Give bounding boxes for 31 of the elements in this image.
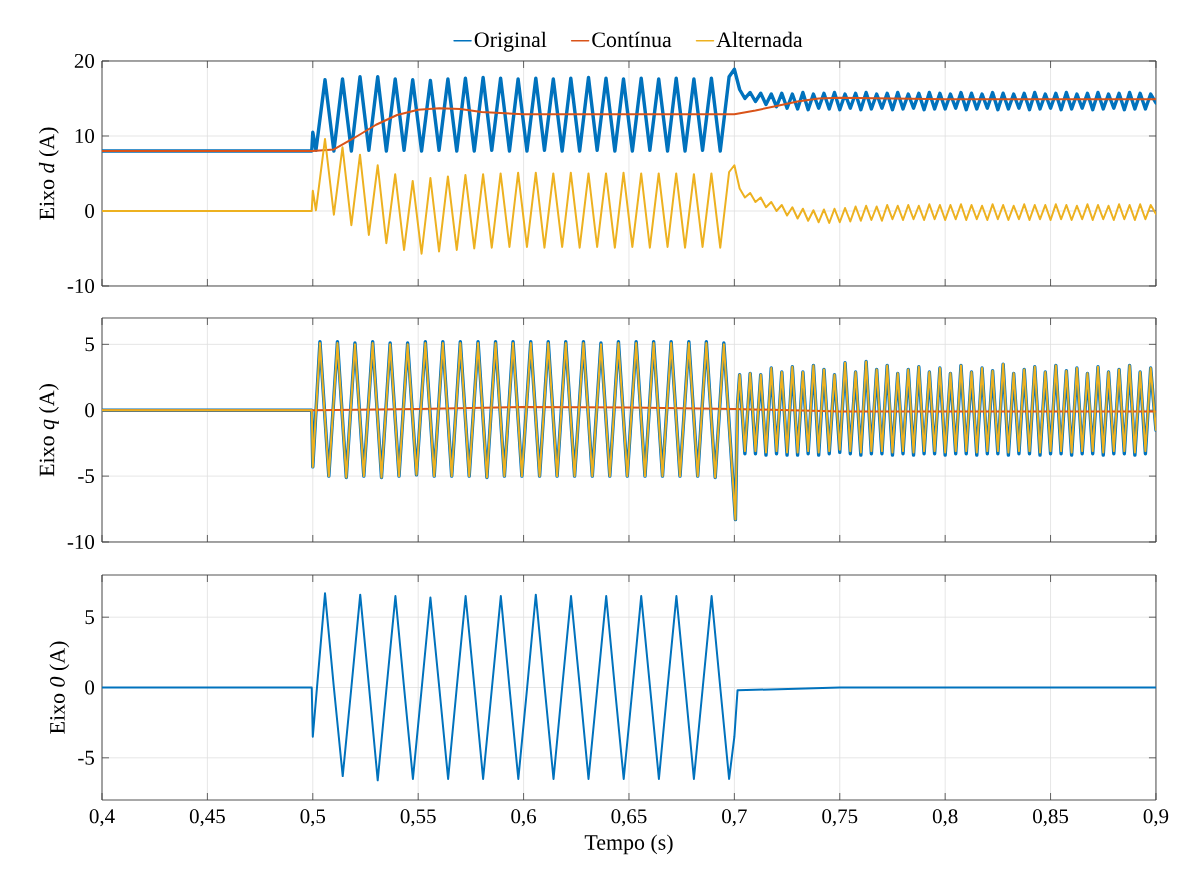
y-tick-label: -10 (67, 534, 95, 550)
y-axis-title: Eixo d (A) (38, 127, 59, 220)
y-tick-label: -5 (78, 469, 95, 484)
y-tick-label: 10 (75, 128, 95, 144)
y-tick-label: 0 (85, 403, 95, 418)
x-tick-label: 0,55 (400, 809, 436, 827)
y-tick-label: 20 (74, 53, 95, 69)
x-tick-label: 0,9 (1143, 809, 1169, 827)
y-tick-label: -5 (78, 750, 95, 765)
line-series (102, 67, 1156, 153)
y-tick-label: 0 (85, 203, 95, 219)
legend-label: Contínua (592, 31, 672, 48)
x-tick-label: 0,85 (1033, 809, 1069, 827)
x-tick-label: 0,8 (932, 809, 958, 827)
x-tick-label: 0,75 (822, 809, 858, 827)
y-axis-title: Eixo q (A) (38, 384, 59, 477)
x-tick-label: 0,45 (189, 809, 225, 827)
y-axis-title: Eixo 0 (A) (49, 641, 70, 734)
y-tick-label: -10 (67, 278, 95, 294)
legend-label: Alternada (716, 31, 803, 48)
y-tick-label: 0 (85, 680, 95, 695)
y-tick-label: 5 (85, 337, 95, 352)
legend-label: Original (474, 31, 547, 52)
x-tick-label: 0,65 (611, 809, 647, 827)
x-tick-label: 0,5 (300, 809, 326, 827)
x-axis-title: Tempo (s) (584, 834, 673, 855)
x-tick-label: 0,7 (722, 809, 747, 827)
x-tick-label: 0,4 (89, 809, 115, 827)
y-tick-label: 5 (85, 610, 95, 625)
line-series (102, 137, 1156, 255)
x-tick-label: 0,6 (511, 809, 537, 827)
